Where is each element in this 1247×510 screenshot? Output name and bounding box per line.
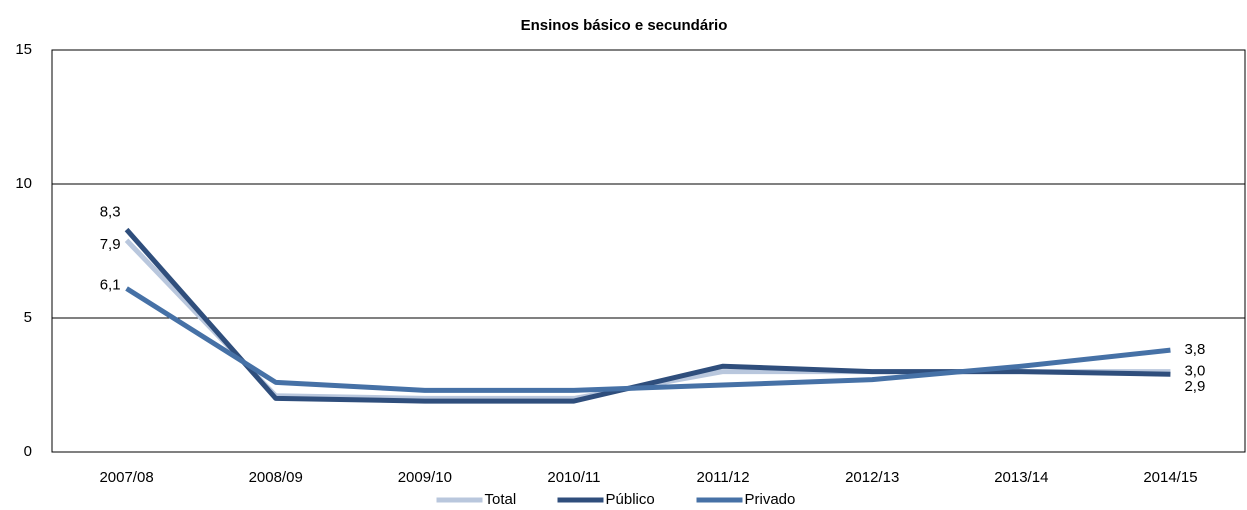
x-tick-label: 2013/14: [994, 469, 1048, 486]
chart-title: Ensinos básico e secundário: [521, 17, 728, 34]
legend-label: Total: [485, 491, 517, 508]
x-tick-label: 2008/09: [249, 469, 303, 486]
x-tick-label: 2014/15: [1143, 469, 1197, 486]
x-tick-label: 2010/11: [547, 469, 600, 486]
plot-frame: [51, 49, 1246, 453]
y-tick-label: 5: [24, 309, 32, 326]
x-tick-label: 2012/13: [845, 469, 899, 486]
data-label: 8,3: [100, 204, 121, 221]
x-tick-label: 2007/08: [99, 469, 153, 486]
data-label: 7,9: [100, 236, 121, 253]
x-tick-label: 2011/12: [697, 469, 750, 486]
series-line: [124, 227, 1171, 404]
x-tick-label: 2009/10: [398, 469, 452, 486]
data-label: 3,0: [1184, 363, 1205, 380]
legend-label: Público: [606, 491, 655, 508]
data-label: 6,1: [100, 276, 121, 293]
series-line: [125, 286, 1171, 393]
data-label: 3,8: [1184, 341, 1205, 358]
y-tick-label: 0: [24, 443, 32, 460]
series-line: [124, 238, 1171, 401]
y-tick-label: 10: [15, 175, 32, 192]
legend-label: Privado: [745, 491, 796, 508]
y-tick-label: 15: [15, 41, 32, 58]
data-label: 2,9: [1184, 378, 1205, 395]
